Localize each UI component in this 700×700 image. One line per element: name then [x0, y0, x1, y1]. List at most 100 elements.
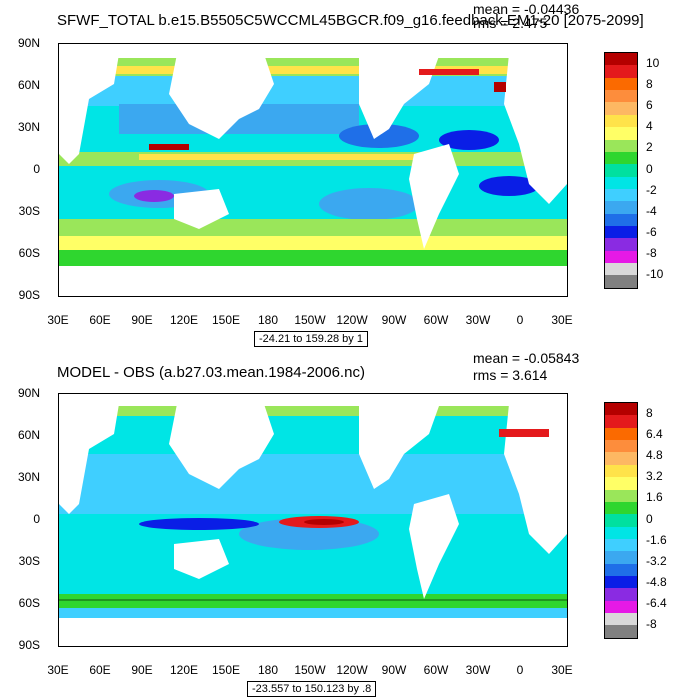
- colorbar-swatch: [605, 176, 637, 189]
- lon-label: 150W: [294, 663, 326, 677]
- colorbar-swatch: [605, 526, 637, 539]
- asia-landmass: [169, 54, 274, 139]
- colorbar-label: 4: [646, 119, 653, 134]
- lon-label: 90W: [381, 663, 407, 677]
- colorbar-swatch: [605, 213, 637, 227]
- africa-landmass: [504, 54, 567, 204]
- rms-value: rms = 2.475: [473, 15, 548, 31]
- contour-range-label: -24.21 to 159.28 by 1: [254, 331, 368, 347]
- colorbar-swatch: [605, 576, 637, 589]
- lon-label: 90E: [131, 663, 153, 677]
- colorbar-swatch: [605, 464, 637, 478]
- lat-label: 60N: [17, 78, 40, 92]
- colorbar-swatch: [605, 250, 637, 264]
- colorbar-swatch: [605, 563, 637, 577]
- colorbar-swatch: [605, 600, 637, 614]
- colorbar-swatch: [605, 53, 637, 66]
- colorbar-label: -1.6: [646, 532, 667, 547]
- colorbar-swatch: [605, 164, 637, 177]
- lon-label: 30W: [465, 663, 491, 677]
- colorbar-label: -2: [646, 182, 657, 197]
- lon-label: 60E: [89, 663, 111, 677]
- colorbar-swatch: [605, 263, 637, 276]
- lat-label: 30N: [17, 120, 40, 134]
- australia-landmass: [174, 189, 229, 229]
- lon-label: 180: [257, 663, 279, 677]
- lon-label: 90E: [131, 313, 153, 327]
- map-panel-bottom: MODEL - OBS (a.b27.03.mean.1984-2006.nc)…: [0, 350, 700, 700]
- lon-label: 150E: [211, 313, 241, 327]
- colorbar-swatch: [605, 489, 637, 502]
- lat-label: 90N: [17, 386, 40, 400]
- lat-label: 90N: [17, 36, 40, 50]
- colorbar-swatch: [605, 90, 637, 103]
- colorbar-label: 8: [646, 406, 653, 421]
- south-america: [409, 144, 459, 249]
- lon-label: 120W: [336, 313, 368, 327]
- colorbar-label: -10: [646, 266, 664, 281]
- lat-label: 0: [33, 162, 40, 176]
- lon-label: 30W: [465, 313, 491, 327]
- africa-landmass: [504, 404, 567, 554]
- lat-label: 90S: [18, 288, 40, 302]
- lon-label: 150W: [294, 313, 326, 327]
- arctic-blank: [59, 44, 567, 58]
- asia-landmass: [169, 404, 274, 489]
- colorbar-swatch: [605, 114, 637, 128]
- lat-label: 60S: [18, 596, 40, 610]
- colorbar-label: 0: [646, 161, 653, 176]
- africa-europe-west: [59, 54, 119, 164]
- colorbar-label: -6.4: [646, 595, 667, 610]
- colorbar-swatch: [605, 188, 637, 202]
- lat-label: 60S: [18, 246, 40, 260]
- colorbar-label: -8: [646, 616, 657, 631]
- colorbar-swatch: [605, 102, 637, 115]
- colorbar: [604, 402, 638, 639]
- colorbar-label: 1.6: [646, 490, 663, 505]
- colorbar-swatch: [605, 127, 637, 140]
- colorbar: [604, 52, 638, 289]
- lon-label: 30E: [47, 313, 69, 327]
- map-field: [59, 44, 567, 296]
- north-america: [359, 56, 439, 139]
- colorbar-swatch: [605, 477, 637, 490]
- colorbar-swatch: [605, 588, 637, 601]
- lon-label: 30E: [551, 313, 573, 327]
- map-field: [59, 394, 567, 646]
- africa-europe-west: [59, 404, 119, 514]
- lon-label: 120W: [336, 663, 368, 677]
- arctic-blank: [59, 394, 567, 406]
- map-panel-top: SFWF_TOTAL b.e15.B5505C5WCCML45BGCR.f09_…: [17, 1, 664, 347]
- colorbar-swatch: [605, 625, 637, 638]
- colorbar-swatch: [605, 151, 637, 165]
- colorbar-swatch: [605, 440, 637, 453]
- australia-landmass: [174, 539, 229, 579]
- colorbar-label: 3.2: [646, 469, 663, 484]
- lon-label: 120E: [169, 663, 199, 677]
- colorbar-label: -6: [646, 224, 657, 239]
- lat-label: 30S: [18, 204, 40, 218]
- lon-label: 60W: [423, 663, 449, 677]
- colorbar-label: -3.2: [646, 553, 667, 568]
- lon-label: 150E: [211, 663, 241, 677]
- lon-label: 0: [516, 663, 524, 677]
- lon-label: 60E: [89, 313, 111, 327]
- antarctic-blank: [59, 618, 567, 646]
- mean-value: mean = -0.05843: [473, 350, 580, 366]
- colorbar-label: 0: [646, 511, 653, 526]
- colorbar-swatch: [605, 139, 637, 152]
- colorbar-label: 6.4: [646, 427, 663, 442]
- colorbar-label: -4.8: [646, 574, 667, 589]
- north-america: [359, 406, 439, 489]
- lat-label: 30S: [18, 554, 40, 568]
- panel-title: MODEL - OBS (a.b27.03.mean.1984-2006.nc): [57, 364, 365, 381]
- colorbar-swatch: [605, 427, 637, 441]
- panel-title: SFWF_TOTAL b.e15.B5505C5WCCML45BGCR.f09_…: [57, 12, 644, 29]
- lon-label: 180: [257, 313, 279, 327]
- lon-label: 0: [516, 313, 524, 327]
- map-plot: [58, 43, 568, 297]
- colorbar-label: -8: [646, 245, 657, 260]
- map-plot: [58, 393, 568, 647]
- south-america: [409, 494, 459, 599]
- colorbar-swatch: [605, 65, 637, 78]
